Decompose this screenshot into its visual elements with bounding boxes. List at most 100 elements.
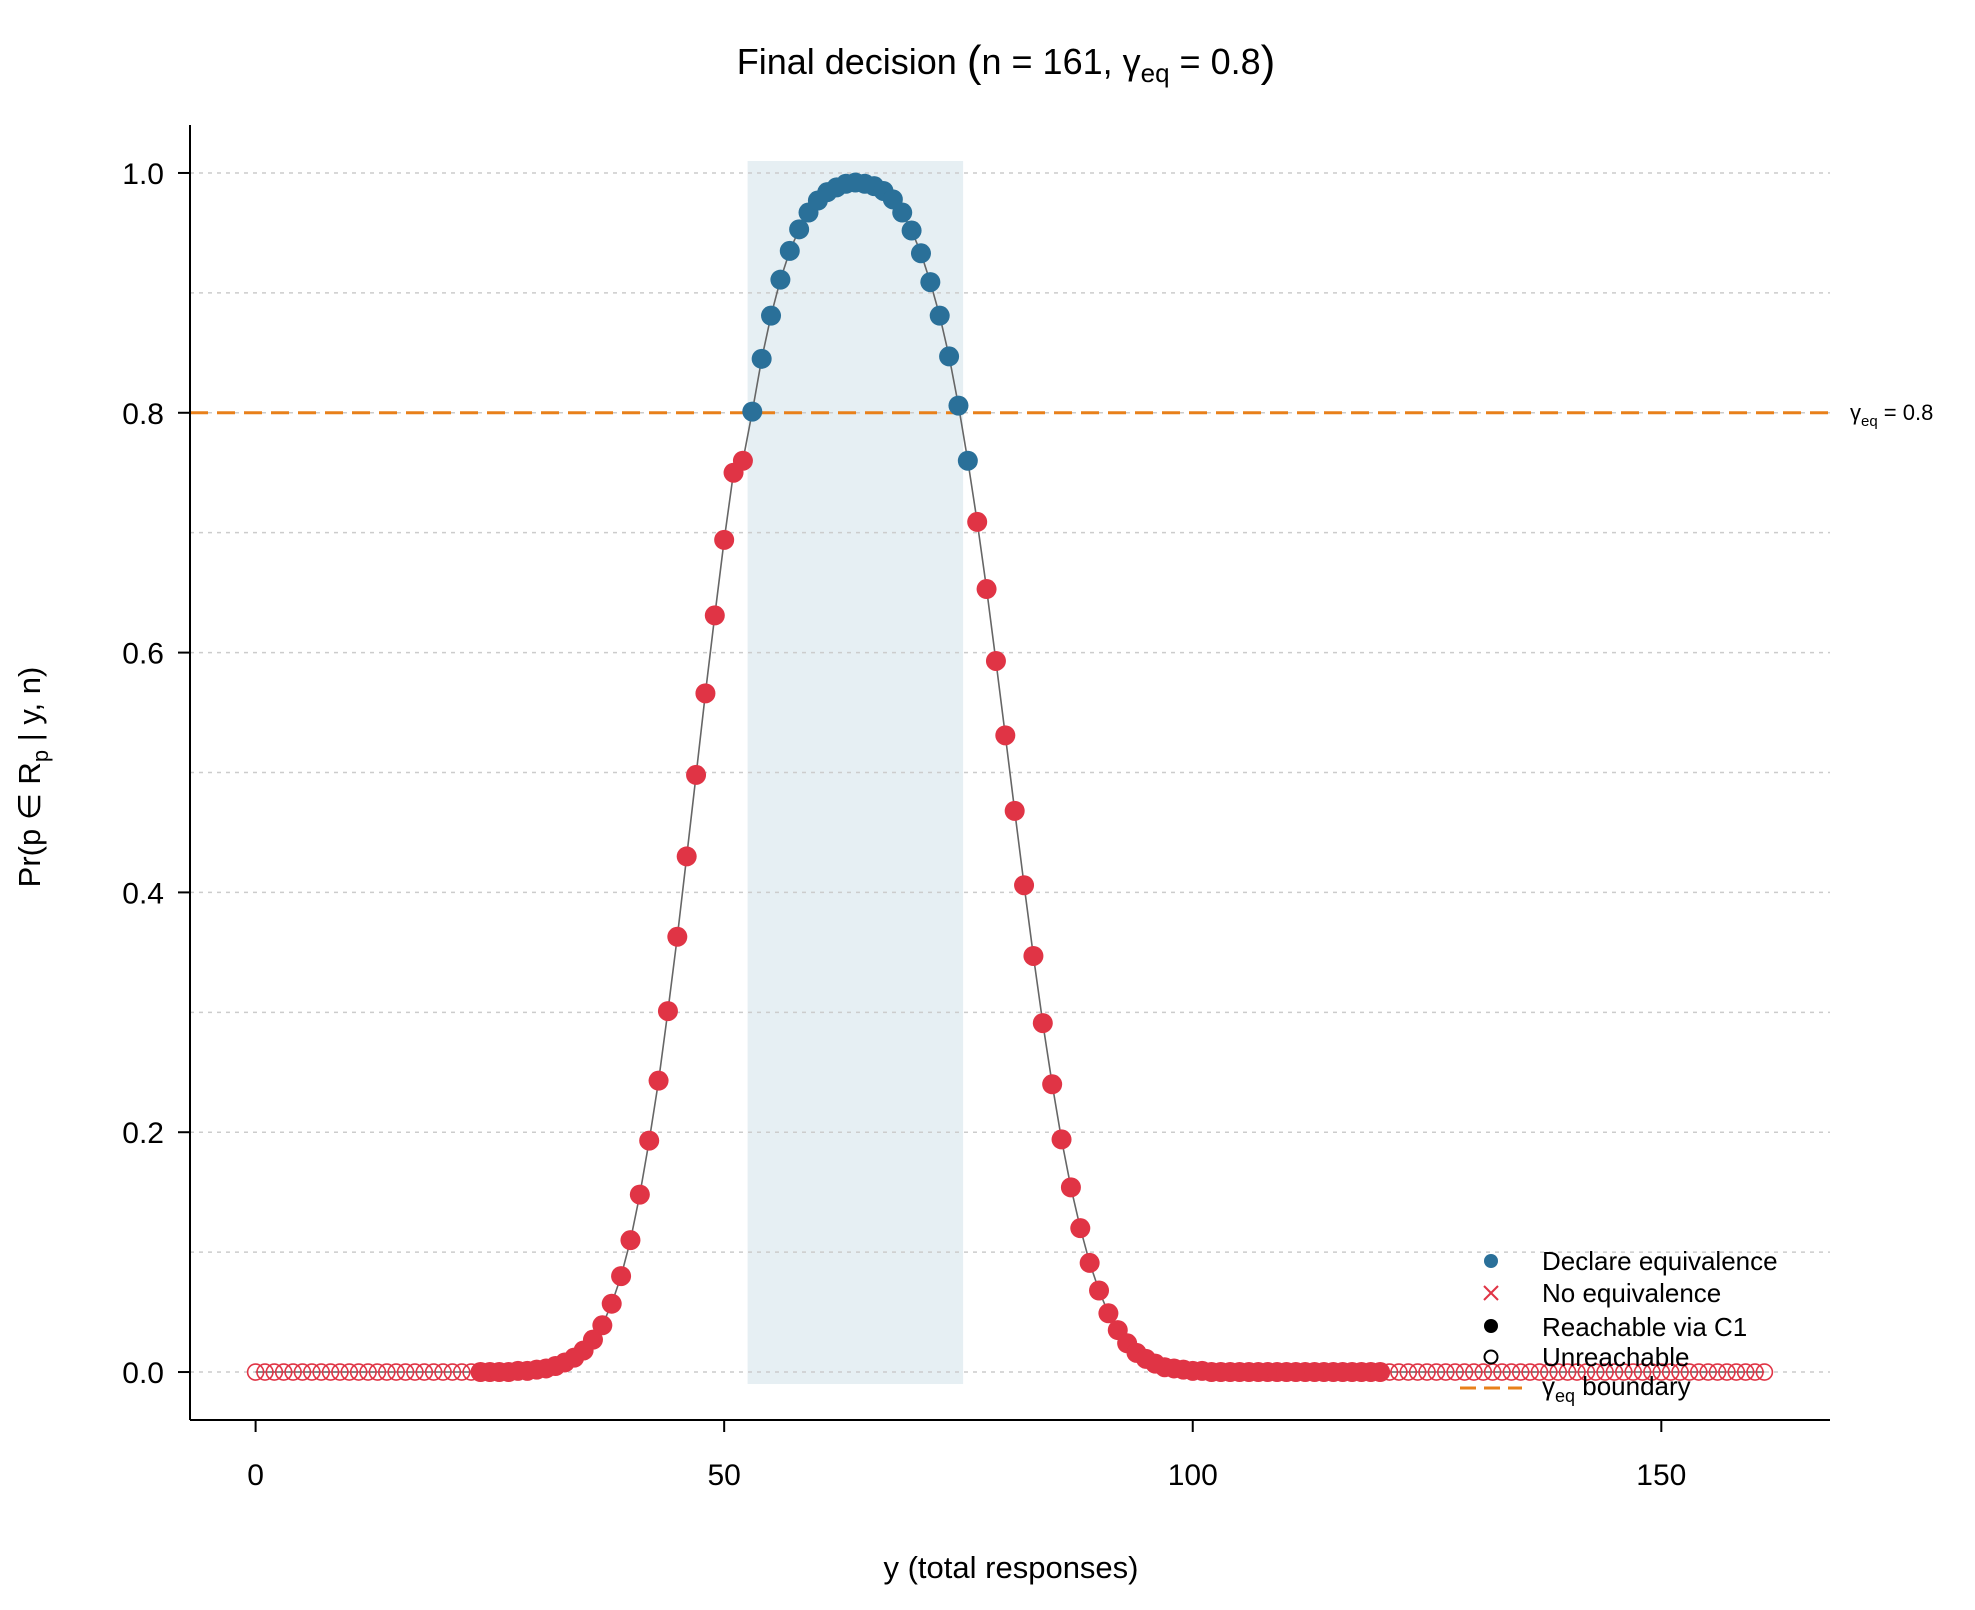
declare-equivalence-point bbox=[929, 305, 950, 326]
title-n: n = 161, bbox=[982, 41, 1123, 82]
legend-label-reachable: Reachable via C1 bbox=[1542, 1312, 1747, 1342]
y-tick-label: 0.2 bbox=[122, 1117, 164, 1150]
no-equivalence-point bbox=[1089, 1280, 1110, 1301]
declare-equivalence-point bbox=[920, 272, 941, 293]
unreachable-point bbox=[1586, 1363, 1605, 1381]
unreachable-point bbox=[415, 1363, 434, 1381]
unreachable-point bbox=[303, 1363, 321, 1381]
unreachable-point bbox=[1390, 1363, 1408, 1381]
no-equivalence-point bbox=[1051, 1129, 1072, 1150]
declare-equivalence-point bbox=[770, 269, 791, 290]
no-equivalence-point bbox=[1079, 1252, 1100, 1273]
legend-boundary-tail: boundary bbox=[1575, 1371, 1691, 1401]
unreachable-point bbox=[1380, 1363, 1399, 1381]
title-gamma-sub: eq bbox=[1141, 58, 1170, 88]
title-paren-open: ( bbox=[967, 37, 982, 86]
declare-equivalence-point bbox=[957, 450, 978, 471]
declare-equivalence-point bbox=[901, 220, 922, 241]
unreachable-point bbox=[1521, 1363, 1539, 1381]
gamma-line-label-g: γ bbox=[1850, 400, 1861, 425]
unreachable-point bbox=[359, 1363, 377, 1381]
unreachable-point bbox=[265, 1363, 284, 1381]
no-equivalence-point bbox=[639, 1130, 660, 1151]
unreachable-point bbox=[368, 1363, 387, 1381]
axes: 0.0 0.2 0.4 0.6 0.8 1.0 0 50 100 150 bbox=[122, 125, 1830, 1492]
no-equivalence-point bbox=[601, 1293, 622, 1314]
unreachable-point bbox=[1652, 1363, 1671, 1381]
legend-label-no-equivalence: No equivalence bbox=[1542, 1278, 1721, 1308]
legend-marker-declare bbox=[1484, 1254, 1498, 1268]
legend-label-declare: Declare equivalence bbox=[1542, 1246, 1778, 1276]
data-points bbox=[246, 172, 1774, 1383]
unreachable-point bbox=[1399, 1363, 1418, 1381]
no-equivalence-point bbox=[1014, 875, 1035, 896]
unreachable-point bbox=[1455, 1363, 1474, 1381]
unreachable-point bbox=[1465, 1363, 1483, 1381]
no-equivalence-point bbox=[1004, 800, 1025, 821]
unreachable-point bbox=[1436, 1363, 1455, 1381]
y-tick-label: 0.6 bbox=[122, 638, 164, 671]
title-paren-close: ) bbox=[1261, 37, 1276, 86]
unreachable-point bbox=[1577, 1363, 1596, 1381]
declare-equivalence-point bbox=[751, 348, 772, 369]
unreachable-point bbox=[1643, 1363, 1661, 1381]
x-tick-label: 100 bbox=[1168, 1459, 1218, 1492]
equivalence-region-layer bbox=[747, 160, 964, 1385]
unreachable-point bbox=[443, 1363, 462, 1381]
legend-marker-unreachable bbox=[1483, 1349, 1499, 1365]
unreachable-point bbox=[274, 1363, 293, 1381]
no-equivalence-point bbox=[620, 1230, 641, 1251]
no-equivalence-point bbox=[676, 846, 697, 867]
unreachable-point bbox=[387, 1363, 405, 1381]
unreachable-point bbox=[1615, 1363, 1633, 1381]
declare-equivalence-point bbox=[939, 346, 960, 367]
y-tick-label: 1.0 bbox=[122, 158, 164, 191]
unreachable-point bbox=[434, 1363, 452, 1381]
unreachable-point bbox=[452, 1363, 471, 1381]
unreachable-point bbox=[1568, 1363, 1586, 1381]
no-equivalence-point bbox=[1098, 1303, 1119, 1324]
x-tick-label: 0 bbox=[247, 1459, 264, 1492]
chart-title: Final decision (n = 161, γeq = 0.8) bbox=[737, 37, 1276, 88]
x-tick-label: 150 bbox=[1636, 1459, 1686, 1492]
unreachable-point bbox=[1736, 1363, 1755, 1381]
unreachable-point bbox=[312, 1363, 331, 1381]
no-equivalence-point bbox=[976, 579, 997, 600]
ylabel-sub: p bbox=[28, 750, 53, 762]
unreachable-point bbox=[1493, 1363, 1511, 1381]
legend: Declare equivalence No equivalence Reach… bbox=[1460, 1246, 1778, 1406]
no-equivalence-point bbox=[1032, 1013, 1053, 1034]
declare-equivalence-point bbox=[948, 395, 969, 416]
unreachable-point bbox=[1446, 1363, 1464, 1381]
ylabel-tail: | y, n) bbox=[12, 667, 47, 750]
declare-equivalence-point bbox=[742, 401, 763, 422]
no-equivalence-point bbox=[695, 683, 716, 704]
declare-equivalence-point bbox=[761, 305, 782, 326]
unreachable-point bbox=[246, 1363, 265, 1381]
unreachable-point bbox=[340, 1363, 359, 1381]
title-tail: = 0.8 bbox=[1170, 41, 1261, 82]
legend-boundary-g: γ bbox=[1542, 1371, 1555, 1401]
unreachable-point bbox=[1549, 1363, 1568, 1381]
unreachable-point bbox=[1708, 1363, 1727, 1381]
no-equivalence-point bbox=[1370, 1362, 1391, 1383]
no-equivalence-point bbox=[967, 511, 988, 532]
gamma-line-label: γeq = 0.8 bbox=[1850, 400, 1933, 430]
unreachable-point bbox=[1671, 1363, 1689, 1381]
unreachable-point bbox=[1605, 1363, 1624, 1381]
unreachable-point bbox=[1474, 1363, 1493, 1381]
no-equivalence-point bbox=[1023, 945, 1044, 966]
unreachable-point bbox=[321, 1363, 340, 1381]
no-equivalence-point bbox=[1060, 1177, 1081, 1198]
equivalence-region bbox=[747, 160, 964, 1385]
no-equivalence-point bbox=[582, 1329, 603, 1350]
declare-equivalence-point bbox=[789, 219, 810, 240]
unreachable-point bbox=[1408, 1363, 1427, 1381]
legend-boundary-sub: eq bbox=[1555, 1386, 1575, 1406]
ylabel-main: Pr(p ∈ R bbox=[12, 762, 47, 887]
unreachable-point bbox=[1661, 1363, 1680, 1381]
unreachable-point bbox=[256, 1363, 274, 1381]
no-equivalence-point bbox=[592, 1315, 613, 1336]
y-tick-label: 0.8 bbox=[122, 398, 164, 431]
